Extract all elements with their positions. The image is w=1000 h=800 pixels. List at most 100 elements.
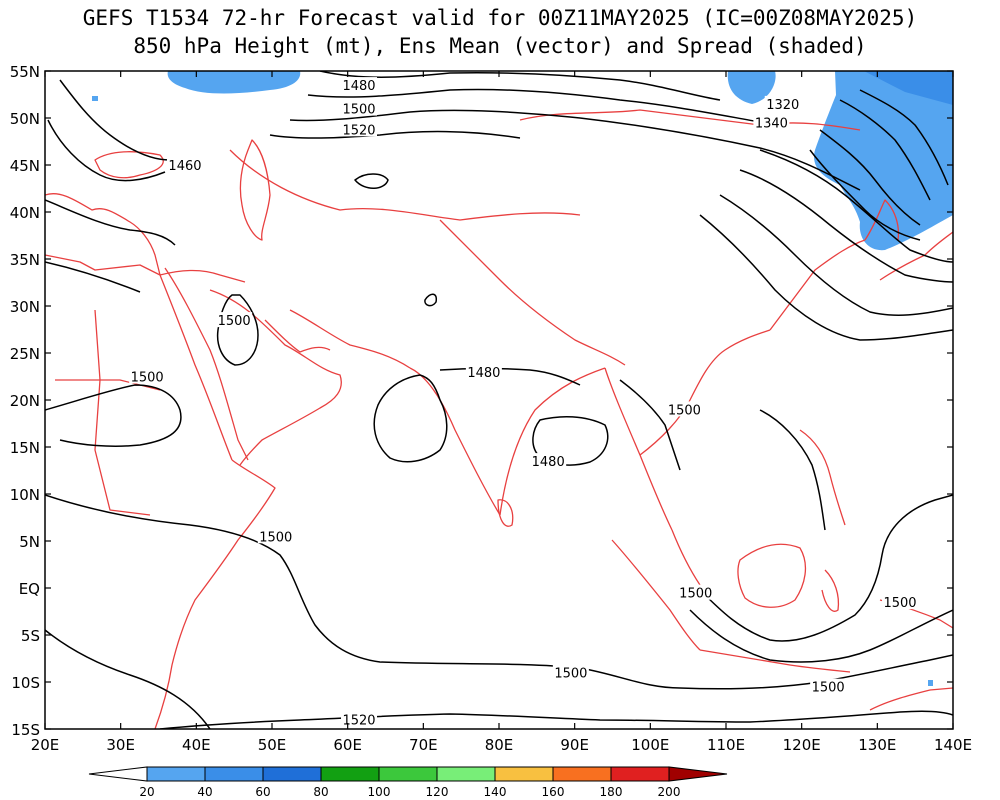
coast-africa-north — [45, 254, 161, 276]
colorbar-segment — [494, 766, 554, 782]
coast-horn — [154, 459, 276, 729]
spread-patch-ne — [814, 71, 953, 251]
contour-1480-india — [439, 367, 581, 386]
contour-e-2 — [739, 169, 953, 283]
contour-label-bg — [166, 157, 203, 172]
spread-shading — [92, 71, 953, 686]
contour-label-bg — [552, 664, 589, 680]
coast-sumatra — [611, 539, 701, 651]
coast-red-sea-e — [164, 267, 249, 461]
lon-tick-label: 50E — [258, 736, 287, 754]
border-misc-2 — [439, 219, 626, 366]
colorbar-over-triangle — [668, 766, 728, 782]
coast-iran-pakistan — [289, 309, 411, 369]
lat-tick-label: 15N — [10, 439, 40, 457]
coast-arabia — [209, 289, 342, 466]
lon-tick-label: 90E — [560, 736, 589, 754]
lat-tick-label: EQ — [19, 580, 40, 598]
colorbar-segment — [378, 766, 438, 782]
lat-tick-label: 30N — [10, 298, 40, 316]
contour-label-bg — [530, 453, 567, 469]
contour-w-1 — [59, 79, 171, 161]
contour-1500-se — [699, 494, 953, 642]
colorbar-segment — [204, 766, 264, 782]
colorbar-segment — [262, 766, 322, 782]
longitude-ticks: 20E 30E 40E 50E 60E 70E 80E 90E 100E 110E 120E 130E… — [31, 71, 972, 754]
lon-tick-label: 100E — [631, 736, 669, 754]
lat-tick-label: 5S — [21, 627, 40, 645]
border-misc-5 — [94, 309, 151, 516]
coastlines — [45, 109, 953, 729]
coast-indochina — [639, 329, 771, 456]
lon-tick-label: 110E — [707, 736, 745, 754]
coast-sulawesi — [821, 569, 840, 612]
contour-label: 1480 — [532, 455, 565, 470]
contour-label-bg — [666, 401, 703, 417]
contour-label: 1520 — [342, 714, 375, 729]
coast-borneo — [737, 543, 807, 608]
colorbar-under-triangle — [88, 766, 148, 782]
lat-tick-label: 55N — [10, 63, 40, 81]
contour-label: 1500 — [259, 530, 292, 545]
colorbar-label: 100 — [368, 785, 391, 799]
lon-tick-label: 20E — [31, 736, 60, 754]
lat-tick-label: 10N — [10, 486, 40, 504]
contour-label-bg — [677, 584, 714, 600]
contour-label-bg — [341, 77, 378, 93]
contour-label-bg — [129, 368, 166, 384]
colorbar-label: 200 — [658, 785, 681, 799]
colorbar-label: 180 — [600, 785, 623, 799]
contour-n-4 — [269, 130, 521, 139]
contour-east-1500-b — [759, 409, 826, 531]
contour-label: 1500 — [218, 314, 251, 329]
contour-label: 1520 — [342, 123, 375, 138]
contour-label: 1500 — [812, 681, 845, 696]
colorbar-segment — [436, 766, 496, 782]
border-misc-4 — [159, 269, 246, 283]
colorbar-label: 20 — [139, 785, 154, 799]
lon-tick-label: 70E — [409, 736, 438, 754]
contour-1480-bay — [532, 415, 609, 466]
colorbar-label: 160 — [542, 785, 565, 799]
lat-tick-label: 25N — [10, 345, 40, 363]
contour-label: 1480 — [467, 366, 500, 381]
contour-label: 1320 — [766, 98, 799, 113]
contour-n-1 — [319, 71, 721, 101]
colorbar-segment — [146, 766, 206, 782]
colorbar-label: 40 — [197, 785, 212, 799]
coast-black-sea — [94, 151, 164, 179]
contour-label-bg — [810, 678, 847, 694]
colorbar-segment — [610, 766, 670, 782]
title-line-1: GEFS T1534 72-hr Forecast valid for 00Z1… — [82, 6, 918, 30]
contour-small-1 — [354, 173, 389, 189]
contour-label-bg — [882, 594, 919, 610]
contour-label-bg — [341, 711, 378, 727]
contour-label-bg — [753, 114, 790, 130]
contour-1480-arabian-sea — [373, 374, 448, 463]
contour-w-3 — [45, 199, 176, 246]
contour-1500-se2 — [689, 609, 953, 663]
coast-india-west — [409, 367, 501, 516]
spread-dot-2 — [928, 680, 933, 686]
lon-tick-label: 30E — [106, 736, 135, 754]
spread-patch-n — [727, 71, 776, 104]
contour-label-bg — [465, 363, 502, 379]
coast-burma-thai — [604, 367, 673, 531]
colorbar-label: 120 — [426, 785, 449, 799]
spread-patch-nw — [167, 71, 301, 94]
colorbar-label: 140 — [484, 785, 507, 799]
colorbar-segment — [320, 766, 380, 782]
coast-australia-north — [869, 687, 953, 711]
contour-label: 1500 — [679, 587, 712, 602]
coast-java — [699, 649, 851, 673]
contour-1500-arabia — [216, 294, 259, 366]
contour-label: 1500 — [668, 403, 701, 418]
contour-ne-loop-3 — [819, 129, 921, 226]
contour-label: 1500 — [342, 103, 375, 118]
contour-label-bg — [764, 95, 801, 111]
colorbar-label: 60 — [255, 785, 270, 799]
height-contours — [45, 71, 953, 729]
coast-caspian — [239, 139, 271, 241]
border-misc-1 — [229, 149, 581, 221]
coast-philippines — [799, 429, 846, 526]
